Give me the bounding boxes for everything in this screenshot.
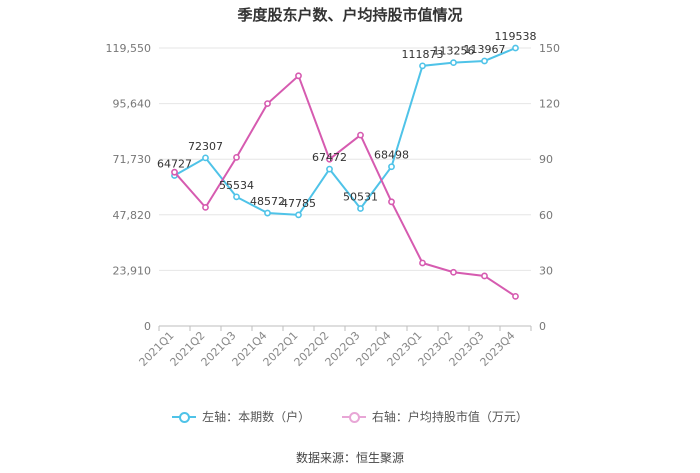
right-axis-tick-label: 120 <box>539 98 560 111</box>
point-households <box>481 57 488 65</box>
legend-label-households: 左轴：本期数（户） <box>202 410 311 424</box>
data-source: 数据来源：恒生聚源 <box>295 451 404 465</box>
chart-plot: 0 0 23,910 30 47,820 60 71,730 90 95,640 120 119,5… <box>106 30 561 369</box>
legend-item-market-value[interactable]: 右轴：户均持股市值（万元） <box>341 408 528 425</box>
legend-line-pink-icon <box>341 411 366 423</box>
left-axis-tick-label: 119,550 <box>106 42 152 55</box>
data-label-households: 67472 <box>312 151 347 164</box>
legend: 左轴：本期数（户） 右轴：户均持股市值（万元） <box>0 408 700 426</box>
point-households <box>326 165 333 173</box>
point-households <box>512 44 519 52</box>
data-label-households: 55534 <box>219 179 254 192</box>
chart-title: 季度股东户数、户均持股市值情况 <box>237 6 463 24</box>
point-households <box>419 62 426 70</box>
right-axis-tick-label: 90 <box>539 153 553 166</box>
point-households <box>450 59 457 67</box>
left-axis-tick-label: 71,730 <box>113 153 152 166</box>
right-axis-tick-label: 30 <box>539 264 553 277</box>
data-label-households: 72307 <box>188 140 223 153</box>
point-market-value <box>326 155 333 163</box>
point-market-value <box>233 153 240 161</box>
point-households <box>388 163 395 171</box>
point-households <box>357 205 364 212</box>
legend-label-market-value: 右轴：户均持股市值（万元） <box>371 410 528 424</box>
x-axis-tick-label: 2023Q4 <box>478 329 518 369</box>
point-market-value <box>171 168 178 176</box>
point-households <box>295 211 302 219</box>
point-market-value <box>512 292 519 300</box>
point-households <box>233 193 240 201</box>
point-households <box>202 154 209 162</box>
data-label-households: 47785 <box>281 197 316 210</box>
left-axis-tick-label: 0 <box>144 320 151 333</box>
legend-line-blue-icon <box>172 411 197 423</box>
data-label-households: 48572 <box>250 195 285 208</box>
data-label-households: 119538 <box>495 30 537 43</box>
left-axis-tick-label: 23,910 <box>113 264 152 277</box>
data-label-households: 113256 <box>433 45 475 58</box>
legend-item-households[interactable]: 左轴：本期数（户） <box>172 408 310 425</box>
point-market-value <box>419 259 426 267</box>
data-label-households: 64727 <box>157 157 192 170</box>
point-market-value <box>388 198 395 206</box>
right-axis-tick-label: 150 <box>539 42 560 55</box>
series-line-market-value <box>173 74 517 298</box>
right-axis-tick-label: 0 <box>539 320 546 333</box>
data-label-households: 113967 <box>464 43 506 56</box>
left-axis-tick-label: 95,640 <box>113 98 152 111</box>
data-label-households: 111873 <box>402 48 444 61</box>
point-market-value <box>202 203 209 211</box>
left-axis-tick-label: 47,820 <box>113 209 152 222</box>
data-label-households: 68498 <box>374 149 409 162</box>
point-market-value <box>481 272 488 280</box>
point-households <box>264 209 271 217</box>
right-axis-tick-label: 60 <box>539 209 553 222</box>
point-market-value <box>264 100 271 107</box>
point-market-value <box>295 72 302 80</box>
series-line-households <box>174 47 516 216</box>
data-label-households: 50531 <box>343 190 378 203</box>
point-market-value <box>450 268 457 276</box>
point-market-value <box>357 131 364 139</box>
